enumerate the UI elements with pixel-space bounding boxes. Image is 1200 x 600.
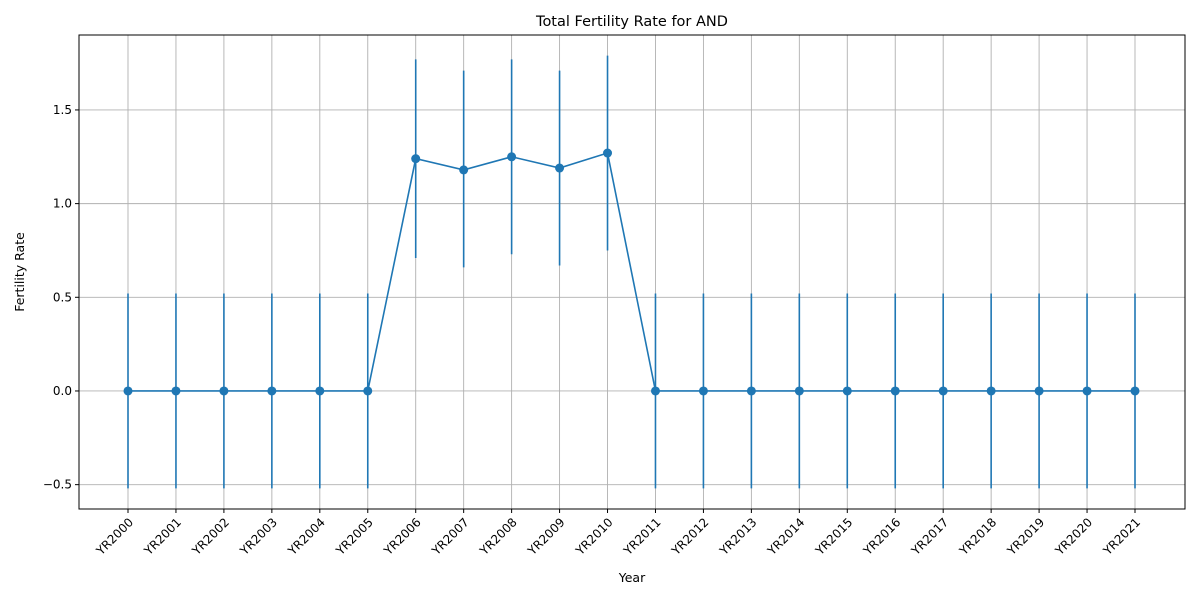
data-point [650, 386, 660, 396]
x-axis-ticks: YR2000 YR2001 YR2002 YR2003 YR2004 YR2005 YR20… [93, 509, 1143, 559]
plot-frame [78, 34, 1186, 510]
data-point [123, 386, 133, 396]
y-axis-ticks: −0.5 0.0 0.5 1.0 1.5 [43, 103, 79, 492]
x-tick-label: YR2013 [716, 515, 759, 558]
x-tick-label: YR2010 [572, 515, 615, 558]
marker-layer [123, 148, 1140, 396]
series-line [128, 152, 1135, 392]
data-point [794, 386, 804, 396]
data-point [555, 163, 565, 173]
data-point [315, 386, 325, 396]
data-point [603, 148, 613, 158]
data-point [507, 152, 517, 162]
data-point [746, 386, 756, 396]
data-point [411, 154, 421, 164]
data-point [1082, 386, 1092, 396]
chart-title: Total Fertility Rate for AND [535, 14, 728, 30]
x-tick-label: YR2012 [668, 515, 711, 558]
x-tick-label: YR2018 [956, 515, 999, 558]
data-point [986, 386, 996, 396]
y-axis-label: Fertility Rate [12, 232, 27, 312]
x-tick-label: YR2006 [381, 515, 424, 558]
x-tick-label: YR2020 [1052, 515, 1095, 558]
x-tick-label: YR2019 [1004, 515, 1047, 558]
x-tick-label: YR2008 [476, 515, 519, 558]
data-point [1130, 386, 1140, 396]
x-tick-label: YR2016 [860, 515, 903, 558]
x-tick-label: YR2000 [93, 515, 136, 558]
data-point [938, 386, 948, 396]
x-tick-label: YR2021 [1100, 515, 1143, 558]
x-tick-label: YR2014 [764, 515, 807, 558]
x-tick-label: YR2001 [141, 515, 184, 558]
y-tick-label: 0.0 [53, 384, 72, 398]
data-point [171, 386, 181, 396]
data-point [363, 386, 373, 396]
x-tick-label: YR2017 [908, 515, 951, 558]
x-tick-label: YR2003 [237, 515, 280, 558]
y-tick-label: −0.5 [43, 478, 72, 492]
line-layer [128, 152, 1135, 392]
x-axis-label: Year [618, 570, 646, 585]
x-tick-label: YR2007 [428, 515, 471, 558]
data-point [890, 386, 900, 396]
y-tick-label: 0.5 [53, 290, 72, 304]
data-point [219, 386, 229, 396]
x-tick-label: YR2009 [524, 515, 567, 558]
data-point [842, 386, 852, 396]
x-tick-label: YR2004 [285, 515, 328, 558]
x-tick-label: YR2002 [189, 515, 232, 558]
y-tick-label: 1.5 [53, 103, 72, 117]
y-tick-label: 1.0 [53, 197, 72, 211]
data-point [698, 386, 708, 396]
data-point [1034, 386, 1044, 396]
data-point [267, 386, 277, 396]
x-tick-label: YR2011 [620, 515, 663, 558]
x-tick-label: YR2015 [812, 515, 855, 558]
data-point [459, 165, 469, 175]
x-tick-label: YR2005 [333, 515, 376, 558]
